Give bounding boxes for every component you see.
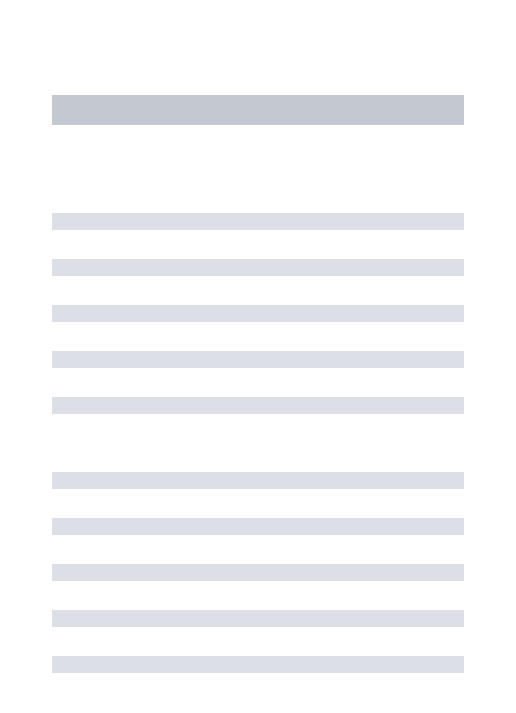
skeleton-line <box>52 472 464 489</box>
skeleton-line-group-1 <box>52 213 464 414</box>
skeleton-line <box>52 259 464 276</box>
skeleton-line <box>52 397 464 414</box>
skeleton-line <box>52 351 464 368</box>
skeleton-header-bar <box>52 95 464 125</box>
skeleton-line-group-2 <box>52 472 464 673</box>
skeleton-line <box>52 610 464 627</box>
skeleton-line <box>52 564 464 581</box>
skeleton-gap <box>52 125 464 213</box>
skeleton-container <box>0 0 516 673</box>
skeleton-line <box>52 518 464 535</box>
skeleton-line <box>52 656 464 673</box>
skeleton-line <box>52 213 464 230</box>
skeleton-line <box>52 305 464 322</box>
skeleton-gap <box>52 414 464 472</box>
